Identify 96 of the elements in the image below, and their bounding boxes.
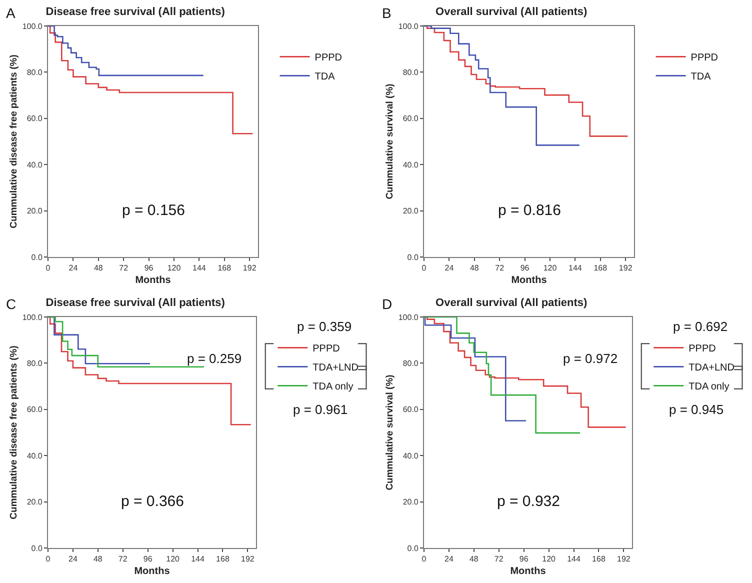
- x-tick-label: 120: [167, 264, 182, 273]
- x-tick-label: 144: [567, 554, 581, 564]
- y-tick-label: 0.0: [407, 252, 419, 262]
- annotation: p = 0.972: [563, 351, 618, 366]
- x-axis-title: Months: [510, 566, 546, 578]
- y-tick-label: 80.0: [26, 359, 43, 368]
- y-tick-label: 80.0: [26, 68, 43, 77]
- y-tick-label: 20.0: [402, 498, 419, 507]
- annotation: p = 0.156: [122, 202, 185, 219]
- y-tick-label: 0.0: [407, 544, 419, 553]
- legend-label: TDA+LND: [312, 362, 358, 374]
- y-tick-label: 80.0: [402, 68, 419, 77]
- x-tick-label: 120: [166, 554, 180, 564]
- legend-label: PPPD: [312, 344, 340, 355]
- text: C: [6, 296, 16, 312]
- y-tick-label: 40.0: [26, 451, 43, 460]
- chart-title: Disease free survival (All patients): [46, 6, 226, 18]
- x-tick-label: 48: [470, 264, 480, 273]
- x-tick-label: 96: [143, 554, 153, 564]
- y-tick-label: 20.0: [26, 498, 43, 507]
- chart-title: Overall survival (All patients): [436, 6, 588, 18]
- x-tick-label: 192: [618, 264, 633, 273]
- x-tick-label: 24: [68, 264, 78, 273]
- y-tick-label: 20.0: [402, 206, 419, 216]
- annotation: p = 0.932: [497, 493, 560, 510]
- x-tick-label: 0: [46, 554, 51, 564]
- annotation: p = 0.366: [121, 493, 184, 510]
- y-tick-label: 0.0: [31, 544, 43, 553]
- text: A: [6, 5, 16, 21]
- chart-title: Overall survival (All patients): [436, 296, 588, 309]
- y-axis-title: Cummulative survival (%): [384, 84, 396, 200]
- x-tick-label: 120: [543, 264, 558, 273]
- x-axis-title: Months: [134, 566, 170, 578]
- y-tick-label: 40.0: [26, 160, 43, 170]
- x-tick-label: 192: [241, 554, 255, 564]
- annotation: p = 0.816: [498, 202, 561, 219]
- x-axis-title: Months: [511, 275, 548, 286]
- x-tick-label: 144: [191, 554, 205, 564]
- y-tick-label: 40.0: [402, 451, 419, 460]
- legend-label: TDA+LND: [688, 362, 734, 374]
- y-tick-label: 40.0: [402, 160, 419, 170]
- x-tick-label: 96: [520, 264, 530, 273]
- legend-label: TDA only: [688, 382, 730, 393]
- x-tick-label: 168: [592, 554, 606, 564]
- text: D: [382, 296, 392, 312]
- y-tick-label: 60.0: [26, 405, 43, 414]
- x-tick-label: 72: [494, 554, 504, 564]
- legend-label: PPPD: [314, 52, 342, 64]
- chart-title: Disease free survival (All patients): [46, 296, 226, 309]
- annotation: p = 0.259: [187, 351, 242, 366]
- y-tick-label: 100.0: [398, 22, 419, 31]
- x-tick-label: 24: [444, 264, 454, 273]
- x-tick-label: 168: [216, 554, 230, 564]
- legend-label: TDA: [314, 72, 336, 83]
- legend-label: PPPD: [690, 52, 718, 64]
- x-tick-label: 48: [94, 264, 104, 273]
- x-tick-label: 0: [46, 264, 51, 273]
- y-tick-label: 60.0: [402, 405, 419, 414]
- x-tick-label: 24: [444, 554, 454, 564]
- x-tick-label: 24: [68, 554, 78, 564]
- x-tick-label: 144: [192, 264, 206, 273]
- x-tick-label: 48: [93, 554, 103, 564]
- y-tick-label: 20.0: [26, 206, 43, 216]
- legend-label: TDA: [690, 72, 712, 83]
- x-tick-label: 96: [519, 554, 529, 564]
- x-tick-label: 72: [118, 554, 128, 564]
- x-tick-label: 0: [422, 554, 427, 564]
- text: p = 0.359: [297, 319, 352, 334]
- text: p = 0.945: [669, 402, 724, 417]
- text: p = 0.961: [293, 402, 348, 417]
- x-tick-label: 168: [218, 264, 232, 273]
- y-tick-label: 100.0: [22, 22, 43, 31]
- text: p = 0.692: [673, 319, 728, 334]
- text: B: [382, 5, 392, 21]
- x-tick-label: 192: [617, 554, 631, 564]
- x-tick-label: 120: [542, 554, 556, 564]
- y-tick-label: 80.0: [402, 359, 419, 368]
- x-tick-label: 144: [568, 264, 582, 273]
- y-tick-label: 60.0: [402, 114, 419, 124]
- x-tick-label: 96: [144, 264, 154, 273]
- y-tick-label: 60.0: [26, 114, 43, 124]
- y-tick-label: 100.0: [22, 312, 43, 322]
- y-axis-title: Cummulative disease free patients (%): [8, 346, 20, 520]
- x-tick-label: 192: [242, 264, 257, 273]
- legend-label: TDA only: [312, 382, 354, 393]
- x-tick-label: 168: [594, 264, 608, 273]
- x-tick-label: 0: [422, 264, 427, 273]
- y-tick-label: 0.0: [31, 252, 43, 262]
- y-axis-title: Cummulative survival (%): [384, 374, 396, 490]
- x-axis-title: Months: [135, 275, 172, 286]
- legend-label: PPPD: [688, 344, 716, 355]
- y-axis-title: Cummulative disease free patients (%): [8, 54, 20, 228]
- x-tick-label: 72: [495, 264, 505, 273]
- x-tick-label: 48: [469, 554, 479, 564]
- x-tick-label: 72: [119, 264, 129, 273]
- y-tick-label: 100.0: [398, 312, 419, 322]
